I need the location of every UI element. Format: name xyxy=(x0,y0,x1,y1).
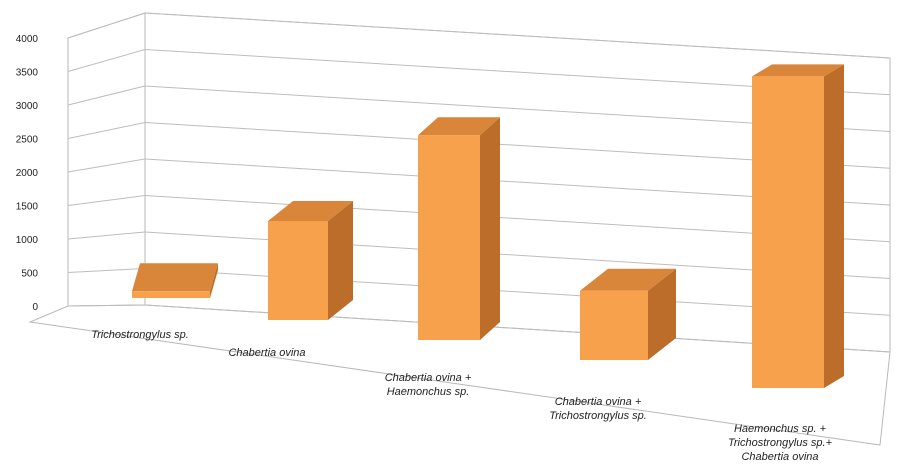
side-gridline xyxy=(67,12,146,39)
bar-front-face xyxy=(580,290,648,360)
bar-front-face xyxy=(132,291,210,298)
side-gridline xyxy=(67,158,146,173)
y-tick-label: 3500 xyxy=(16,68,39,79)
y-tick-label: 1500 xyxy=(16,202,39,213)
bar xyxy=(580,268,676,360)
x-axis-category-labels: Trichostrongylus sp. Chabertia ovina Chabe… xyxy=(91,329,832,463)
y-tick-label: 1000 xyxy=(16,235,39,246)
bar-side-face xyxy=(328,201,353,320)
bar-front-face xyxy=(418,135,480,340)
y-tick-label: 2500 xyxy=(16,135,39,146)
side-gridline xyxy=(67,304,146,307)
side-gridline xyxy=(67,195,146,206)
bar-series xyxy=(132,64,844,389)
bar-side-face xyxy=(648,268,676,360)
category-label: Haemonchus sp. + Trichostrongylus sp.+ Cha… xyxy=(728,423,833,463)
bar xyxy=(132,263,218,298)
side-gridline xyxy=(67,268,146,273)
bar-front-face xyxy=(752,76,824,389)
bar-top-face xyxy=(580,268,676,291)
bar-front-face xyxy=(268,221,328,320)
side-gridline xyxy=(67,49,146,72)
y-axis-tick-labels: 0 500 1000 1500 2000 2500 3000 3500 4000 xyxy=(16,34,39,313)
category-label: Chabertia ovina + Trichostrongylus sp. xyxy=(549,396,647,422)
side-gridline xyxy=(67,85,146,106)
back-gridline xyxy=(144,12,891,59)
bar-side-face xyxy=(480,117,500,340)
bar-top-face xyxy=(132,263,218,292)
bar-top-face xyxy=(752,64,844,77)
y-tick-label: 3000 xyxy=(16,101,39,112)
y-tick-label: 2000 xyxy=(16,168,39,179)
bar-top-face xyxy=(268,201,353,221)
side-gridline xyxy=(67,122,146,139)
bar xyxy=(752,64,844,389)
category-label: Chabertia ovina xyxy=(228,347,305,359)
category-label: Trichostrongylus sp. xyxy=(91,329,189,341)
y-tick-label: 500 xyxy=(21,269,38,280)
bar-side-face xyxy=(210,263,218,298)
bar xyxy=(418,117,500,340)
y-tick-label: 0 xyxy=(32,302,38,313)
side-wall-panel xyxy=(67,12,146,307)
bar-top-face xyxy=(418,117,500,136)
bar-side-face xyxy=(824,64,844,389)
side-gridline xyxy=(67,231,146,240)
y-tick-label: 4000 xyxy=(16,34,39,45)
bar xyxy=(268,201,353,320)
category-label: Chabertia ovina + Haemonchus sp. xyxy=(385,372,472,398)
